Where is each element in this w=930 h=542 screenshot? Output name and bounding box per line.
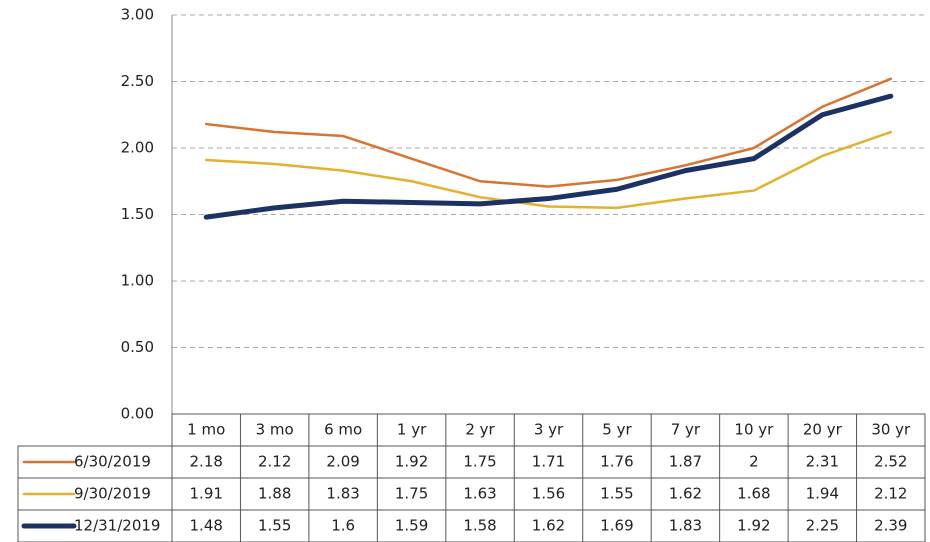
table-value: 2.09 bbox=[326, 453, 359, 471]
table-value: 2.31 bbox=[806, 453, 839, 471]
y-tick-label: 2.00 bbox=[121, 139, 154, 157]
table-value: 1.83 bbox=[326, 485, 359, 503]
table-value: 2.52 bbox=[874, 453, 907, 471]
x-tick-label: 3 mo bbox=[256, 421, 294, 439]
x-tick-label: 20 yr bbox=[803, 421, 843, 439]
table-value: 1.92 bbox=[395, 453, 428, 471]
x-tick-label: 2 yr bbox=[465, 421, 495, 439]
x-tick-label: 6 mo bbox=[324, 421, 362, 439]
table-value: 1.48 bbox=[190, 517, 223, 535]
table-value: 1.76 bbox=[600, 453, 633, 471]
x-tick-label: 7 yr bbox=[671, 421, 701, 439]
table-value: 2.18 bbox=[190, 453, 223, 471]
table-value: 2.12 bbox=[258, 453, 291, 471]
table-value: 1.69 bbox=[600, 517, 633, 535]
table-value: 1.94 bbox=[806, 485, 839, 503]
table-value: 1.55 bbox=[258, 517, 291, 535]
table-value: 1.62 bbox=[532, 517, 565, 535]
y-tick-label: 1.00 bbox=[121, 272, 154, 290]
table-value: 1.56 bbox=[532, 485, 565, 503]
x-tick-label: 5 yr bbox=[602, 421, 632, 439]
x-tick-label: 1 yr bbox=[397, 421, 427, 439]
table-value: 1.68 bbox=[737, 485, 770, 503]
table-value: 2.25 bbox=[806, 517, 839, 535]
table-value: 1.58 bbox=[463, 517, 496, 535]
legend-label: 12/31/2019 bbox=[74, 517, 160, 535]
series-line bbox=[204, 77, 893, 188]
table-value: 1.87 bbox=[669, 453, 702, 471]
y-tick-label: 0.00 bbox=[121, 405, 154, 423]
table-value: 2 bbox=[749, 453, 759, 471]
table-value: 1.55 bbox=[600, 485, 633, 503]
table-value: 1.71 bbox=[532, 453, 565, 471]
table-value: 1.6 bbox=[331, 517, 355, 535]
table-value: 1.75 bbox=[395, 485, 428, 503]
x-tick-label: 10 yr bbox=[734, 421, 774, 439]
table-value: 2.39 bbox=[874, 517, 907, 535]
x-tick-label: 1 mo bbox=[187, 421, 225, 439]
table-value: 1.59 bbox=[395, 517, 428, 535]
table-value: 1.91 bbox=[190, 485, 223, 503]
table-value: 1.62 bbox=[669, 485, 702, 503]
table-value: 2.12 bbox=[874, 485, 907, 503]
series-line bbox=[203, 93, 894, 220]
x-tick-label: 3 yr bbox=[534, 421, 564, 439]
legend-label: 6/30/2019 bbox=[74, 453, 151, 471]
legend-label: 9/30/2019 bbox=[74, 485, 151, 503]
y-tick-label: 2.50 bbox=[121, 72, 154, 90]
y-tick-label: 1.50 bbox=[121, 205, 154, 223]
series-line bbox=[204, 130, 893, 210]
table-value: 1.88 bbox=[258, 485, 291, 503]
x-tick-label: 30 yr bbox=[871, 421, 911, 439]
table-value: 1.92 bbox=[737, 517, 770, 535]
y-tick-label: 3.00 bbox=[121, 6, 154, 24]
y-tick-label: 0.50 bbox=[121, 338, 154, 356]
table-value: 1.75 bbox=[463, 453, 496, 471]
table-value: 1.83 bbox=[669, 517, 702, 535]
table-value: 1.63 bbox=[463, 485, 496, 503]
